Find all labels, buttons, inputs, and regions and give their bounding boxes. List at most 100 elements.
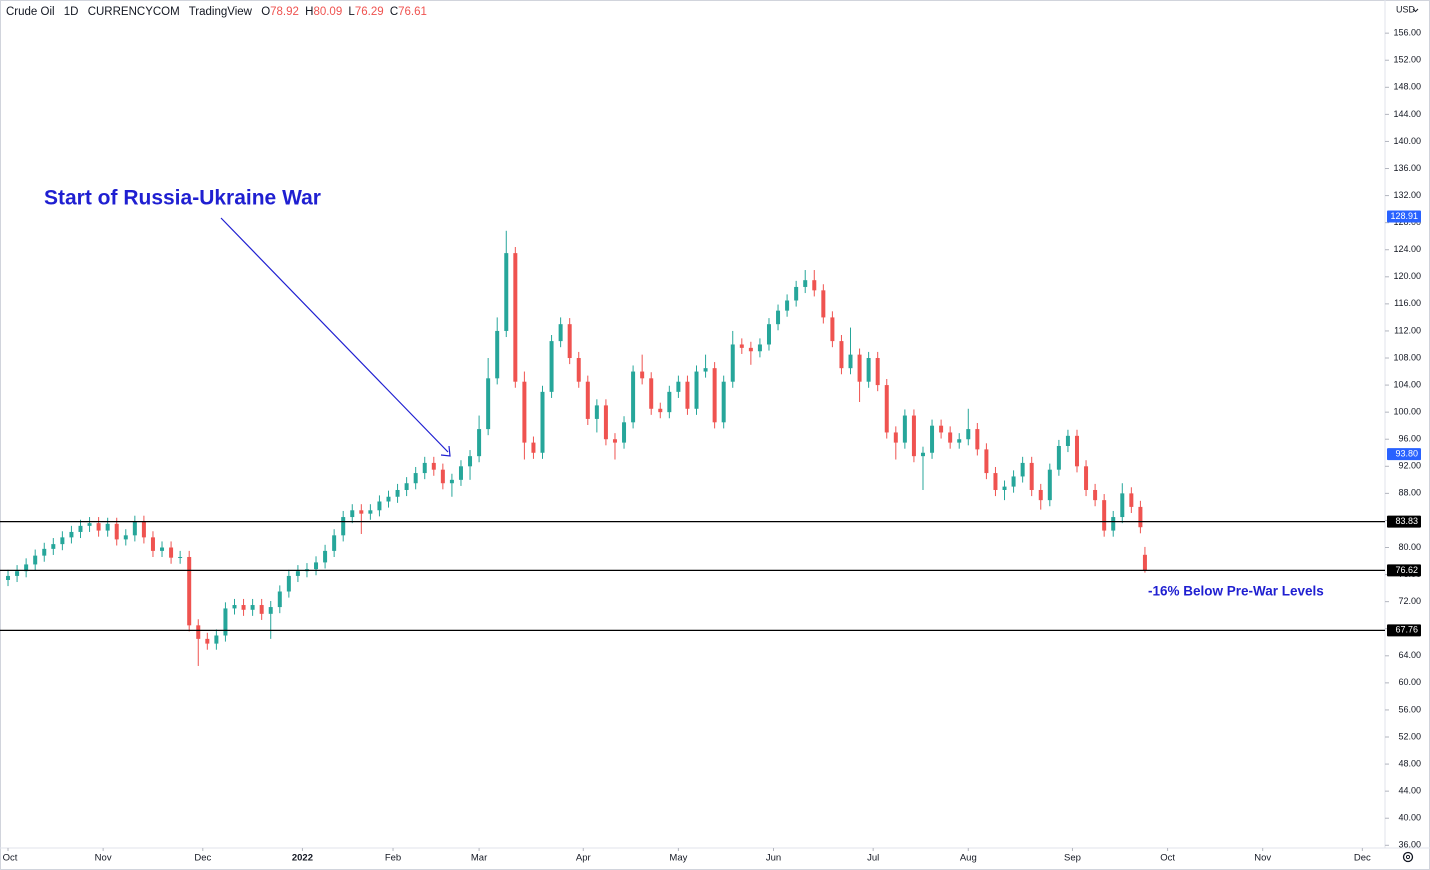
ohlc-value: 76.61 bbox=[398, 6, 427, 18]
candle-body bbox=[51, 544, 56, 549]
price-badge bbox=[1387, 624, 1421, 637]
candle-body bbox=[1102, 500, 1107, 531]
y-tick-label: 64.00 bbox=[1398, 650, 1421, 660]
y-tick-label: 60.00 bbox=[1398, 677, 1421, 687]
candle-body bbox=[839, 341, 844, 369]
price-badge-label: 76.62 bbox=[1395, 565, 1418, 575]
candle-body bbox=[1029, 462, 1034, 490]
arrow-head bbox=[440, 445, 451, 457]
y-tick-label: 44.00 bbox=[1398, 786, 1421, 796]
candle-body bbox=[33, 555, 38, 565]
candle-body bbox=[495, 330, 500, 379]
candle-body bbox=[15, 571, 20, 576]
candle-body bbox=[377, 501, 382, 511]
annotation-arrow bbox=[220, 217, 449, 453]
candle-body bbox=[1065, 435, 1070, 446]
y-tick-label: 88.00 bbox=[1398, 488, 1421, 498]
candle-body bbox=[259, 605, 264, 614]
candle-body bbox=[567, 324, 572, 359]
candle-body bbox=[549, 341, 554, 392]
y-tick-label: 72.00 bbox=[1398, 596, 1421, 606]
candle-body bbox=[178, 556, 183, 558]
candle-body bbox=[612, 439, 617, 443]
candle-body bbox=[341, 517, 346, 536]
candle-body bbox=[703, 368, 708, 372]
candle-body bbox=[558, 324, 563, 342]
candle-body bbox=[522, 381, 527, 443]
candle-body bbox=[966, 429, 971, 440]
x-tick-label: May bbox=[669, 853, 687, 864]
candle-body bbox=[757, 344, 762, 352]
candle-body bbox=[440, 469, 445, 484]
candle-body bbox=[24, 564, 29, 572]
ohlc-label: H bbox=[305, 6, 313, 18]
candle-body bbox=[893, 432, 898, 443]
candle-body bbox=[187, 556, 192, 626]
candle-body bbox=[1084, 466, 1089, 490]
candle-body bbox=[685, 381, 690, 409]
y-tick-label: 112.00 bbox=[1394, 325, 1421, 335]
x-tick-label: Aug bbox=[960, 853, 977, 864]
price-badge bbox=[1387, 210, 1421, 223]
candle-body bbox=[712, 368, 717, 423]
candle-body bbox=[105, 523, 110, 531]
candle-body bbox=[576, 358, 581, 382]
candle-body bbox=[42, 548, 47, 556]
symbol: Crude Oil bbox=[6, 6, 55, 18]
candle-body bbox=[477, 429, 482, 457]
y-tick-label: 92.00 bbox=[1398, 461, 1421, 471]
y-tick-label: 100.00 bbox=[1393, 407, 1421, 417]
candle-body bbox=[96, 523, 101, 531]
candle-body bbox=[649, 378, 654, 409]
candle-body bbox=[975, 429, 980, 450]
y-tick-label: 140.00 bbox=[1393, 136, 1421, 146]
source: TradingView bbox=[189, 6, 253, 18]
y-tick-label: 120.00 bbox=[1393, 271, 1421, 281]
candle-body bbox=[205, 638, 210, 644]
candle-body bbox=[594, 405, 599, 419]
candle-body bbox=[314, 562, 319, 570]
candle-body bbox=[468, 456, 473, 467]
candle-body bbox=[1011, 476, 1016, 487]
candle-body bbox=[78, 525, 83, 532]
x-tick-label: Mar bbox=[471, 853, 487, 864]
x-tick-label: Jun bbox=[766, 853, 781, 864]
candle-body bbox=[1142, 554, 1147, 571]
candle-body bbox=[486, 378, 491, 430]
settings-icon[interactable] bbox=[1402, 851, 1414, 863]
candle-body bbox=[830, 317, 835, 342]
candle-body bbox=[160, 547, 165, 551]
x-tick-label: Apr bbox=[576, 853, 591, 864]
candle-body bbox=[721, 381, 726, 423]
candle-body bbox=[794, 286, 799, 301]
candle-body bbox=[930, 425, 935, 453]
candle-body bbox=[277, 591, 282, 608]
candle-body bbox=[1093, 489, 1098, 501]
candle-body bbox=[993, 473, 998, 490]
ohlc-label: O bbox=[261, 6, 270, 18]
x-tick-label: Nov bbox=[1254, 853, 1271, 864]
ohlc-label: C bbox=[390, 6, 398, 18]
candle-body bbox=[1120, 493, 1125, 518]
candle-body bbox=[957, 439, 962, 443]
candle-body bbox=[766, 324, 771, 345]
candle-body bbox=[622, 422, 627, 443]
candle-body bbox=[359, 510, 364, 514]
x-tick-label: Dec bbox=[194, 853, 211, 864]
candle-body bbox=[87, 523, 92, 526]
gear-ring bbox=[1402, 851, 1414, 863]
currency-caret bbox=[1412, 8, 1419, 13]
candle-body bbox=[1056, 445, 1061, 470]
candle-body bbox=[196, 625, 201, 639]
candle-body bbox=[848, 354, 853, 369]
candle-body bbox=[739, 344, 744, 348]
ohlc-value: 76.29 bbox=[355, 6, 384, 18]
candle-body bbox=[513, 253, 518, 382]
candle-body bbox=[458, 466, 463, 480]
x-tick-label: Oct bbox=[1160, 853, 1175, 864]
exchange: CURRENCYCOM bbox=[88, 6, 180, 18]
x-tick-label: 2022 bbox=[292, 853, 313, 864]
y-tick-label: 132.00 bbox=[1393, 190, 1421, 200]
